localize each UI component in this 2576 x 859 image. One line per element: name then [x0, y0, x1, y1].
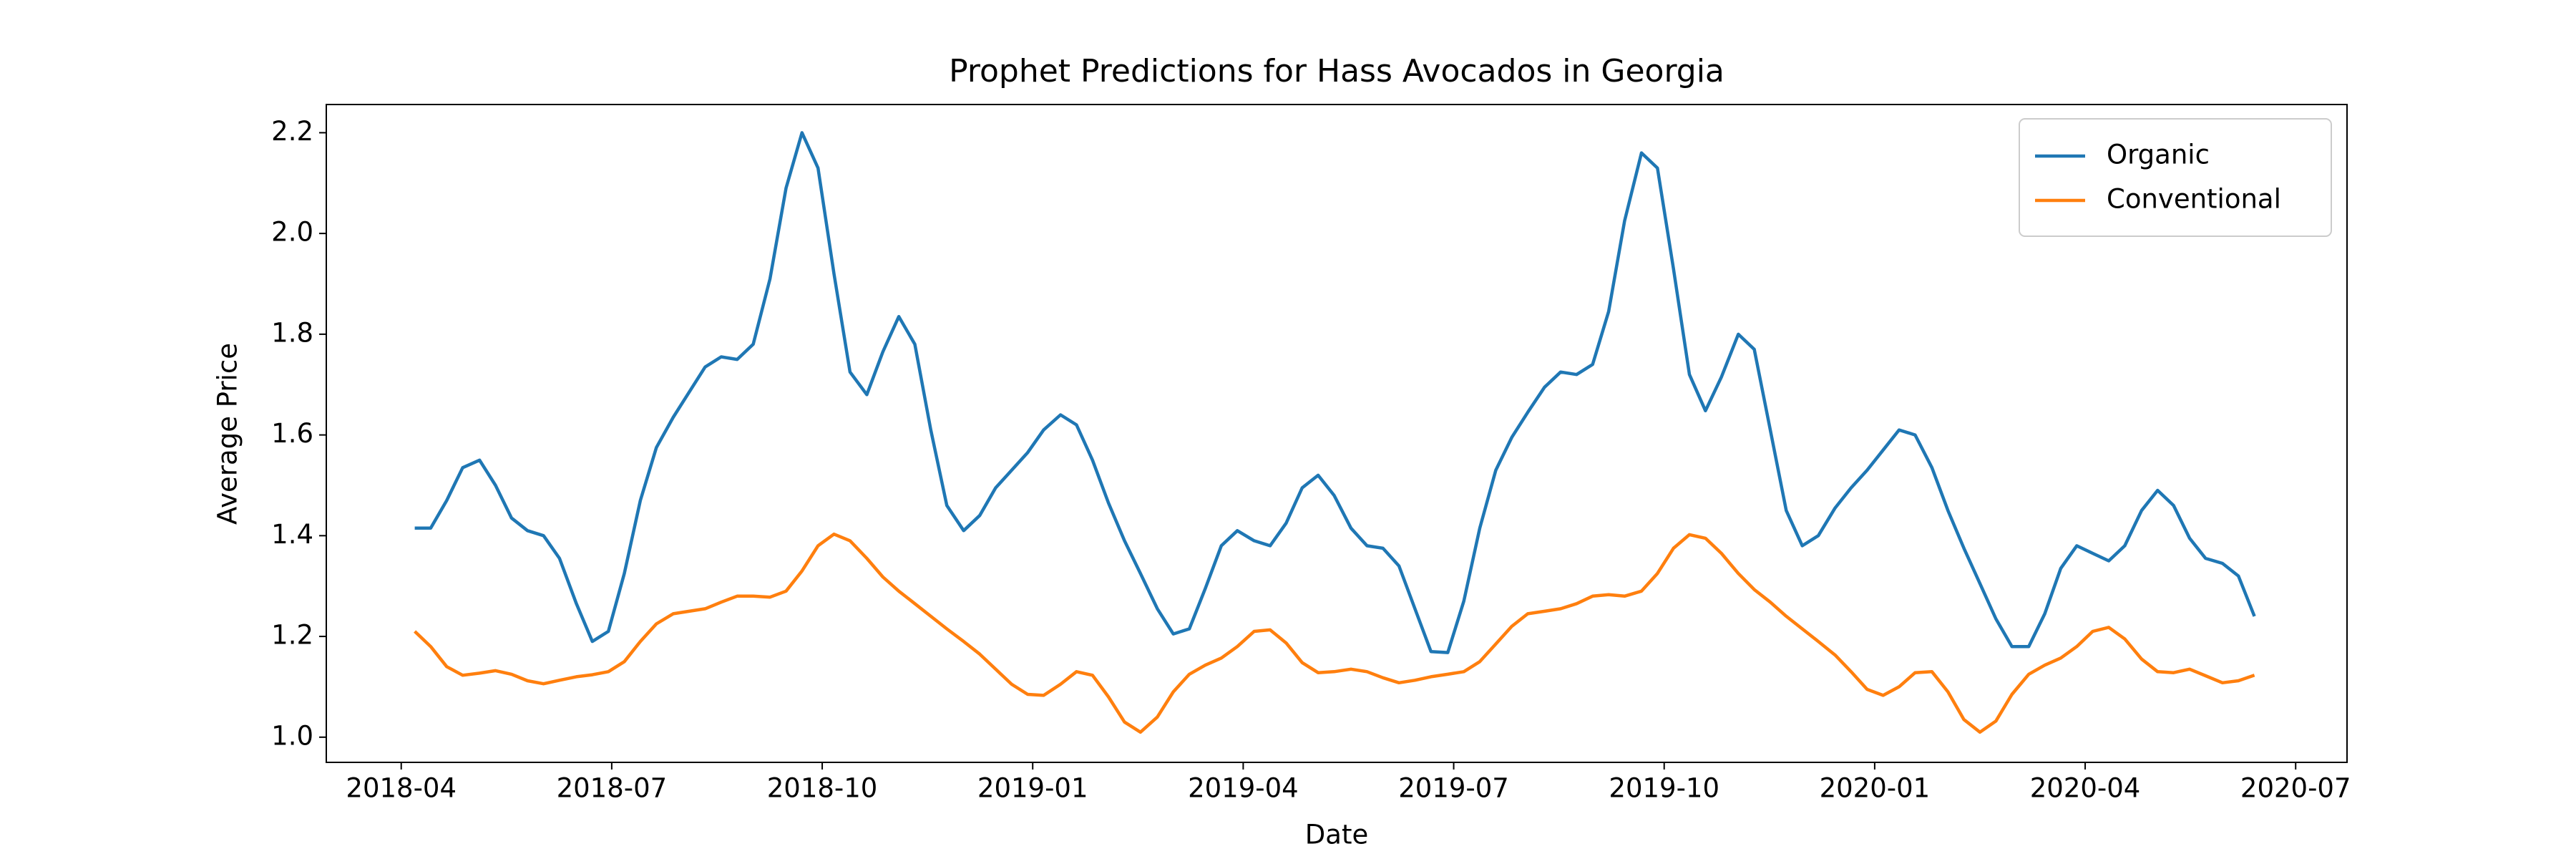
- x-tick-label: 2018-07: [557, 773, 668, 804]
- x-tick-label: 2018-04: [346, 773, 457, 804]
- legend-label: Conventional: [2107, 184, 2281, 215]
- x-tick-label: 2019-04: [1188, 773, 1299, 804]
- y-tick-label: 2.0: [271, 217, 313, 248]
- y-tick-label: 1.8: [271, 317, 313, 348]
- legend-label: Organic: [2107, 140, 2210, 170]
- x-tick-label: 2019-10: [1609, 773, 1719, 804]
- y-axis-label: Average Price: [213, 343, 243, 525]
- x-tick-label: 2019-01: [977, 773, 1088, 804]
- series-line: [414, 532, 2255, 734]
- x-tick-label: 2018-10: [767, 773, 878, 804]
- x-tick-label: 2020-07: [2240, 773, 2351, 804]
- y-tick-label: 1.2: [271, 620, 313, 651]
- y-tick-label: 2.2: [271, 116, 313, 147]
- y-tick-label: 1.6: [271, 418, 313, 449]
- x-tick-label: 2020-04: [2030, 773, 2141, 804]
- chart-title: Prophet Predictions for Hass Avocados in…: [949, 53, 1724, 89]
- y-tick-label: 1.0: [271, 720, 313, 751]
- legend-box: [2019, 118, 2332, 237]
- y-tick-label: 1.4: [271, 519, 313, 550]
- series-line: [414, 131, 2256, 654]
- x-axis-label: Date: [1305, 820, 1368, 850]
- plot-frame: [326, 104, 2348, 763]
- x-tick-label: 2020-01: [1820, 773, 1931, 804]
- x-tick-label: 2019-07: [1398, 773, 1509, 804]
